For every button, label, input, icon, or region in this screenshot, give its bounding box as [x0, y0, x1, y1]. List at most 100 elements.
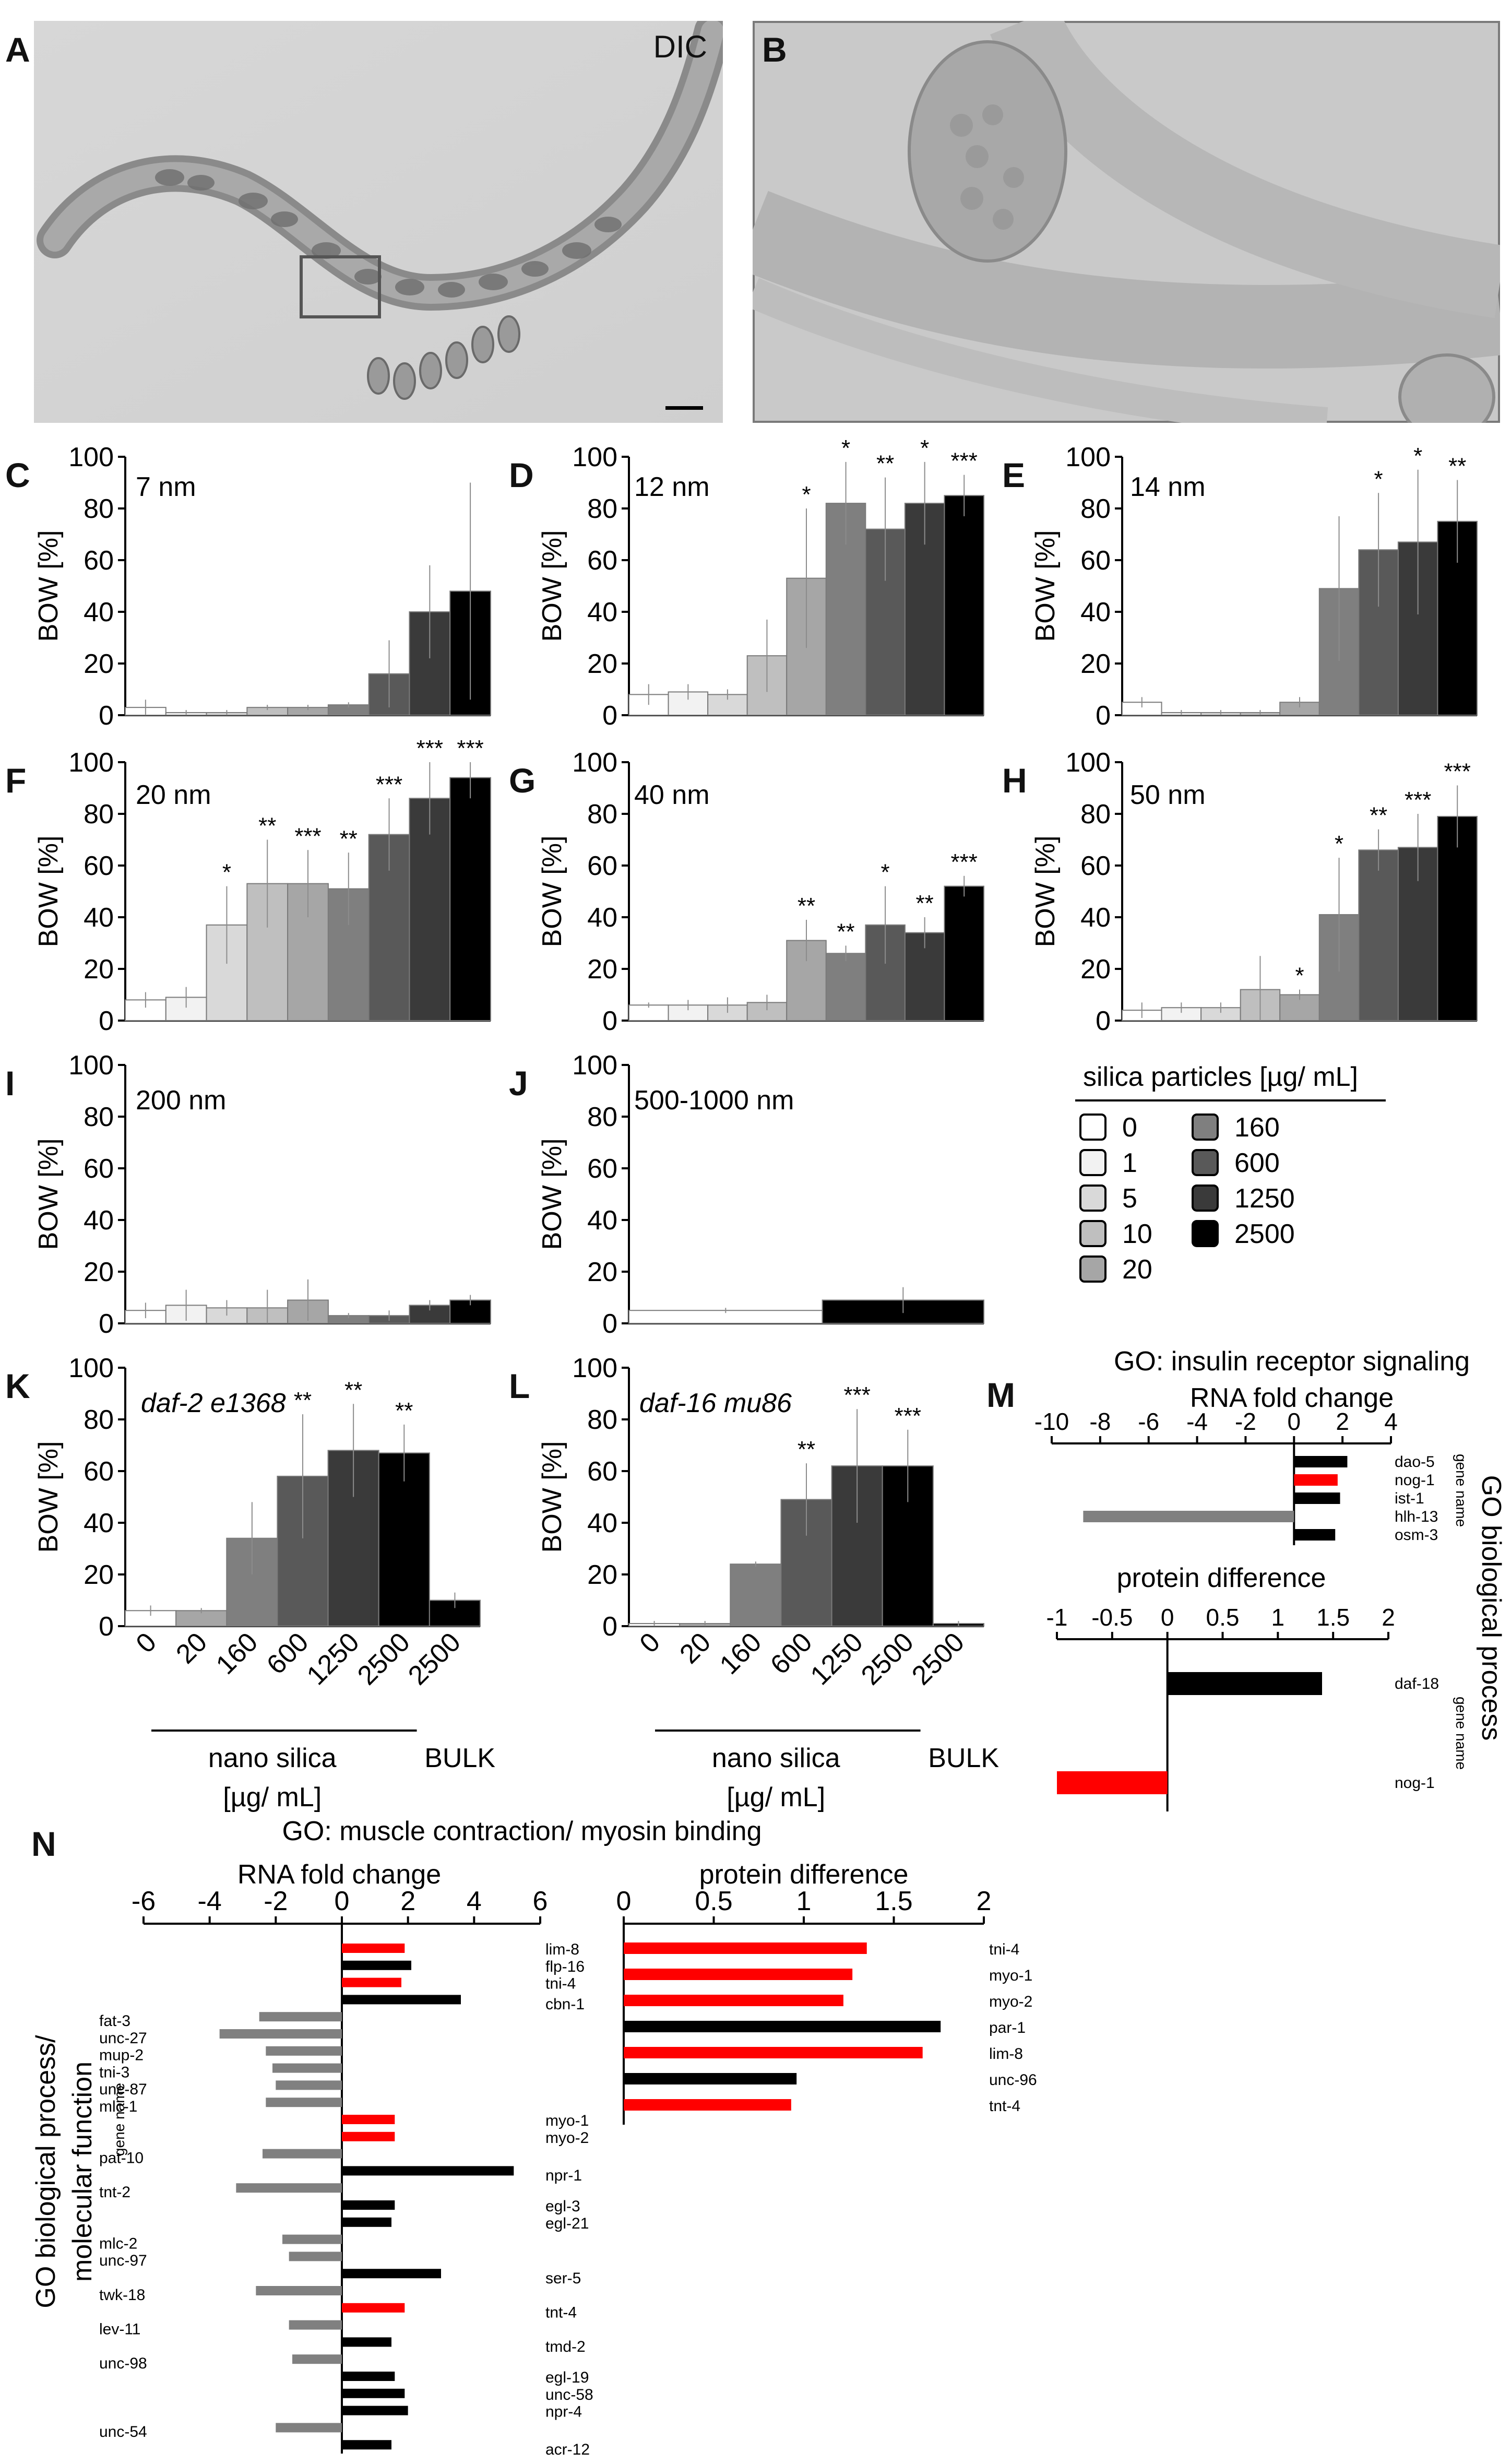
y-tick-label: 40	[84, 597, 114, 627]
x-tick-label: 160	[210, 1627, 264, 1680]
bar	[342, 2115, 395, 2124]
panel-letter: L	[509, 1367, 530, 1405]
y-tick-label: 60	[587, 1154, 617, 1184]
x-tick-label: -6	[132, 1886, 156, 1916]
panel-letter: D	[509, 456, 534, 494]
legend-label: 0	[1122, 1112, 1137, 1143]
bar	[342, 1995, 461, 2005]
bar	[449, 777, 492, 1021]
y-tick-label: 0	[1096, 1006, 1111, 1036]
bar	[342, 1960, 411, 1970]
legend-swatch	[1192, 1184, 1219, 1212]
x-tick-label: 2500	[402, 1627, 467, 1691]
x-tick-label: 2500	[906, 1627, 970, 1691]
x-tick-label: 1.5	[1316, 1604, 1350, 1631]
bar	[236, 2183, 342, 2193]
x-tick-label: 2500	[352, 1627, 416, 1691]
bar	[342, 2131, 395, 2141]
bar	[624, 1995, 843, 2006]
bar	[219, 2029, 342, 2039]
vertical-axis-title: molecular function	[67, 2062, 98, 2282]
y-tick-label: 100	[68, 1050, 114, 1081]
worm-closeup-micrograph	[737, 6, 1506, 440]
significance-mark: ***	[294, 823, 321, 849]
bulk-group-label: BULK	[928, 1743, 999, 1773]
panel-letter: N	[31, 1825, 56, 1863]
y-tick-label: 100	[572, 442, 617, 472]
chart-title: 12 nm	[634, 472, 710, 502]
y-axis-label: BOW [%]	[33, 1441, 64, 1553]
panel-letter-a: A	[5, 30, 30, 69]
y-tick-label: 80	[84, 799, 114, 830]
gene-label: mlc-1	[99, 2098, 137, 2115]
bar	[276, 2080, 342, 2090]
y-axis-label: BOW [%]	[33, 1139, 64, 1250]
chart-title: 7 nm	[136, 472, 196, 502]
chart-title: RNA fold change	[1190, 1383, 1394, 1413]
x-tick-label: 20	[170, 1627, 213, 1669]
chart-title: 14 nm	[1130, 472, 1206, 502]
bar	[624, 2099, 791, 2111]
bulk-group-label: BULK	[424, 1743, 495, 1773]
y-axis-label: BOW [%]	[1030, 836, 1061, 947]
bar	[256, 2286, 342, 2295]
y-tick-label: 0	[1096, 701, 1111, 731]
y-axis-label: BOW [%]	[537, 1441, 567, 1553]
bar	[1083, 1511, 1294, 1522]
y-tick-label: 60	[587, 546, 617, 576]
chart-title: protein difference	[699, 1859, 909, 1890]
panel-letter: I	[5, 1064, 15, 1103]
gene-label: flp-16	[545, 1958, 585, 1975]
side-label: gene name	[1453, 1697, 1469, 1770]
significance-mark: ***	[1405, 787, 1431, 813]
bar	[342, 2269, 441, 2279]
significance-mark: **	[1448, 454, 1466, 479]
y-tick-label: 60	[84, 1456, 114, 1487]
units-label: [µg/ mL]	[223, 1782, 322, 1813]
y-tick-label: 40	[84, 1508, 114, 1538]
y-tick-label: 80	[587, 1405, 617, 1435]
y-tick-label: 40	[587, 903, 617, 933]
y-tick-label: 100	[68, 442, 114, 472]
bar	[342, 1977, 401, 1987]
y-tick-label: 40	[1080, 903, 1111, 933]
legend-label: 1	[1122, 1148, 1137, 1178]
legend-label: 160	[1234, 1112, 1280, 1143]
gene-label: hlh-13	[1395, 1508, 1438, 1525]
legend-swatch	[1079, 1149, 1107, 1176]
significance-mark: ***	[843, 1382, 870, 1408]
chart-title: 500-1000 nm	[634, 1085, 794, 1116]
y-tick-label: 20	[84, 1257, 114, 1287]
legend-swatch	[1079, 1220, 1107, 1247]
gene-label: tni-4	[989, 1941, 1019, 1958]
x-tick-label: 0	[130, 1627, 162, 1659]
significance-mark: ***	[951, 448, 978, 474]
chart-panel-c: C 0 20 40 60 80 100 BOW [%] 7 nm	[5, 442, 492, 731]
x-tick-label: -0.5	[1091, 1604, 1133, 1631]
bar	[342, 2303, 405, 2313]
y-tick-label: 60	[587, 1456, 617, 1487]
significance-mark: ***	[457, 736, 483, 761]
chart-panel-n-protein: protein difference 0 0.5 1 1.5 2 tni-4 myo-1 myo…	[616, 1859, 1037, 2125]
gene-label: par-1	[989, 2019, 1026, 2036]
gene-label: tnt-4	[989, 2098, 1020, 2115]
gene-label: myo-2	[989, 1993, 1032, 2010]
legend-label: 600	[1234, 1148, 1280, 1178]
bar	[1437, 520, 1478, 716]
bar	[624, 2021, 941, 2032]
bar	[266, 2098, 342, 2107]
y-tick-label: 60	[1080, 851, 1111, 881]
legend-title: silica particles [µg/ mL]	[1083, 1062, 1358, 1092]
y-tick-label: 100	[68, 1353, 114, 1383]
x-tick-label: 1	[1271, 1604, 1285, 1631]
legend-swatch	[1079, 1113, 1107, 1141]
chart-title: daf-16 mu86	[639, 1388, 792, 1418]
y-axis-label: BOW [%]	[33, 530, 64, 642]
y-tick-label: 0	[602, 1309, 617, 1339]
gene-label: ser-5	[545, 2270, 581, 2287]
